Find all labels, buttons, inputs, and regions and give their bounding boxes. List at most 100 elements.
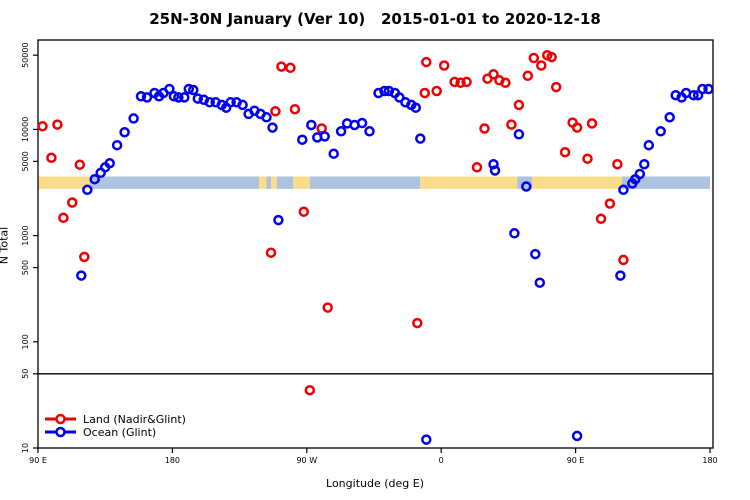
data-point-land bbox=[471, 162, 483, 173]
data-point-ocean bbox=[618, 184, 629, 196]
data-point-ocean bbox=[76, 270, 87, 281]
data-point-ocean bbox=[335, 126, 347, 137]
data-point-land bbox=[586, 118, 598, 129]
data-point-ocean bbox=[356, 117, 368, 129]
data-point-land bbox=[488, 69, 499, 80]
data-point-ocean bbox=[530, 248, 541, 260]
data-point-ocean bbox=[89, 173, 100, 185]
data-point-ocean bbox=[364, 126, 375, 137]
y-tick-label: 50000 bbox=[21, 42, 30, 67]
surface-band-ocean bbox=[309, 176, 421, 189]
data-point-ocean bbox=[509, 228, 520, 239]
data-point-land bbox=[304, 384, 316, 396]
data-point-ocean bbox=[267, 122, 278, 133]
legend-label: Land (Nadir&Glint) bbox=[83, 413, 186, 426]
data-point-land bbox=[559, 146, 571, 158]
data-point-land bbox=[522, 70, 534, 82]
data-point-land bbox=[285, 62, 296, 74]
data-point-ocean bbox=[82, 184, 93, 196]
surface-band-ocean bbox=[266, 176, 271, 189]
data-point-land bbox=[461, 76, 472, 88]
data-point-land bbox=[612, 158, 623, 170]
y-tick-label: 1000 bbox=[21, 225, 30, 245]
data-point-ocean bbox=[521, 181, 532, 192]
data-point-ocean bbox=[421, 434, 432, 445]
data-point-land bbox=[595, 213, 607, 225]
surface-band-land bbox=[532, 176, 622, 189]
surface-band-land bbox=[38, 176, 91, 189]
legend-marker bbox=[55, 413, 66, 425]
data-point-land bbox=[550, 81, 562, 93]
data-point-ocean bbox=[383, 85, 395, 97]
data-point-ocean bbox=[179, 92, 190, 103]
data-point-land bbox=[79, 251, 90, 263]
y-tick-label: 5000 bbox=[21, 151, 30, 171]
data-point-land bbox=[58, 212, 69, 224]
legend-marker bbox=[55, 426, 66, 438]
data-point-ocean bbox=[688, 89, 699, 101]
data-point-ocean bbox=[192, 93, 204, 104]
x-tick-label: 180 bbox=[165, 456, 180, 465]
data-point-ocean bbox=[488, 158, 499, 170]
data-point-ocean bbox=[141, 92, 153, 103]
data-point-ocean bbox=[634, 168, 646, 180]
data-point-land bbox=[412, 317, 423, 329]
data-point-land bbox=[67, 197, 78, 208]
data-point-ocean bbox=[489, 165, 501, 176]
data-point-ocean bbox=[273, 214, 284, 226]
data-point-land bbox=[438, 60, 450, 71]
data-point-land bbox=[46, 152, 57, 164]
x-tick-label: 90 E bbox=[567, 456, 585, 465]
plot-box bbox=[37, 39, 714, 449]
data-point-land bbox=[513, 99, 525, 111]
data-point-ocean bbox=[410, 102, 422, 113]
data-point-ocean bbox=[664, 112, 675, 123]
data-point-land bbox=[419, 87, 431, 99]
data-point-ocean bbox=[168, 91, 180, 102]
data-point-land bbox=[298, 206, 310, 217]
x-tick-label: 90 E bbox=[29, 456, 47, 465]
surface-band-land bbox=[259, 176, 267, 189]
data-point-land bbox=[276, 61, 287, 72]
data-point-ocean bbox=[188, 84, 199, 96]
data-point-land bbox=[582, 153, 593, 164]
legend-label: Ocean (Glint) bbox=[83, 426, 156, 439]
data-point-ocean bbox=[534, 277, 546, 288]
surface-band-land bbox=[293, 176, 310, 189]
data-point-ocean bbox=[639, 158, 650, 170]
data-point-land bbox=[618, 254, 629, 266]
chart-title: 25N-30N January (Ver 10) 2015-01-01 to 2… bbox=[149, 10, 601, 28]
data-point-land bbox=[479, 123, 490, 134]
data-point-land bbox=[449, 76, 460, 88]
data-point-ocean bbox=[703, 83, 714, 95]
data-point-land bbox=[500, 77, 511, 88]
land-series bbox=[37, 49, 629, 396]
data-point-land bbox=[52, 119, 63, 130]
data-point-ocean bbox=[297, 134, 308, 145]
data-point-ocean bbox=[128, 113, 139, 124]
ocean-series bbox=[76, 83, 714, 445]
data-point-land bbox=[322, 302, 333, 313]
data-point-land bbox=[421, 56, 432, 68]
data-point-ocean bbox=[373, 87, 384, 99]
data-point-ocean bbox=[655, 126, 666, 137]
data-point-land bbox=[431, 85, 442, 97]
data-point-ocean bbox=[204, 97, 215, 108]
data-point-ocean bbox=[164, 83, 175, 95]
y-axis: 50000 10000 5000 1000 500 100 50 10 bbox=[21, 42, 38, 453]
data-point-ocean bbox=[615, 270, 626, 281]
data-point-land bbox=[289, 103, 301, 115]
data-point-ocean bbox=[237, 99, 248, 111]
data-point-land bbox=[604, 198, 616, 209]
y-tick-label: 10 bbox=[21, 443, 30, 453]
x-tick-label: 90 W bbox=[296, 456, 317, 465]
data-point-land bbox=[270, 106, 281, 117]
y-tick-label: 10000 bbox=[21, 117, 30, 142]
data-point-ocean bbox=[328, 148, 339, 159]
data-point-ocean bbox=[670, 89, 681, 101]
data-point-ocean bbox=[571, 430, 583, 442]
data-point-ocean bbox=[119, 127, 130, 138]
x-axis: 90 E 180 90 W 0 90 E 180 bbox=[29, 448, 718, 465]
data-point-land bbox=[74, 159, 86, 170]
